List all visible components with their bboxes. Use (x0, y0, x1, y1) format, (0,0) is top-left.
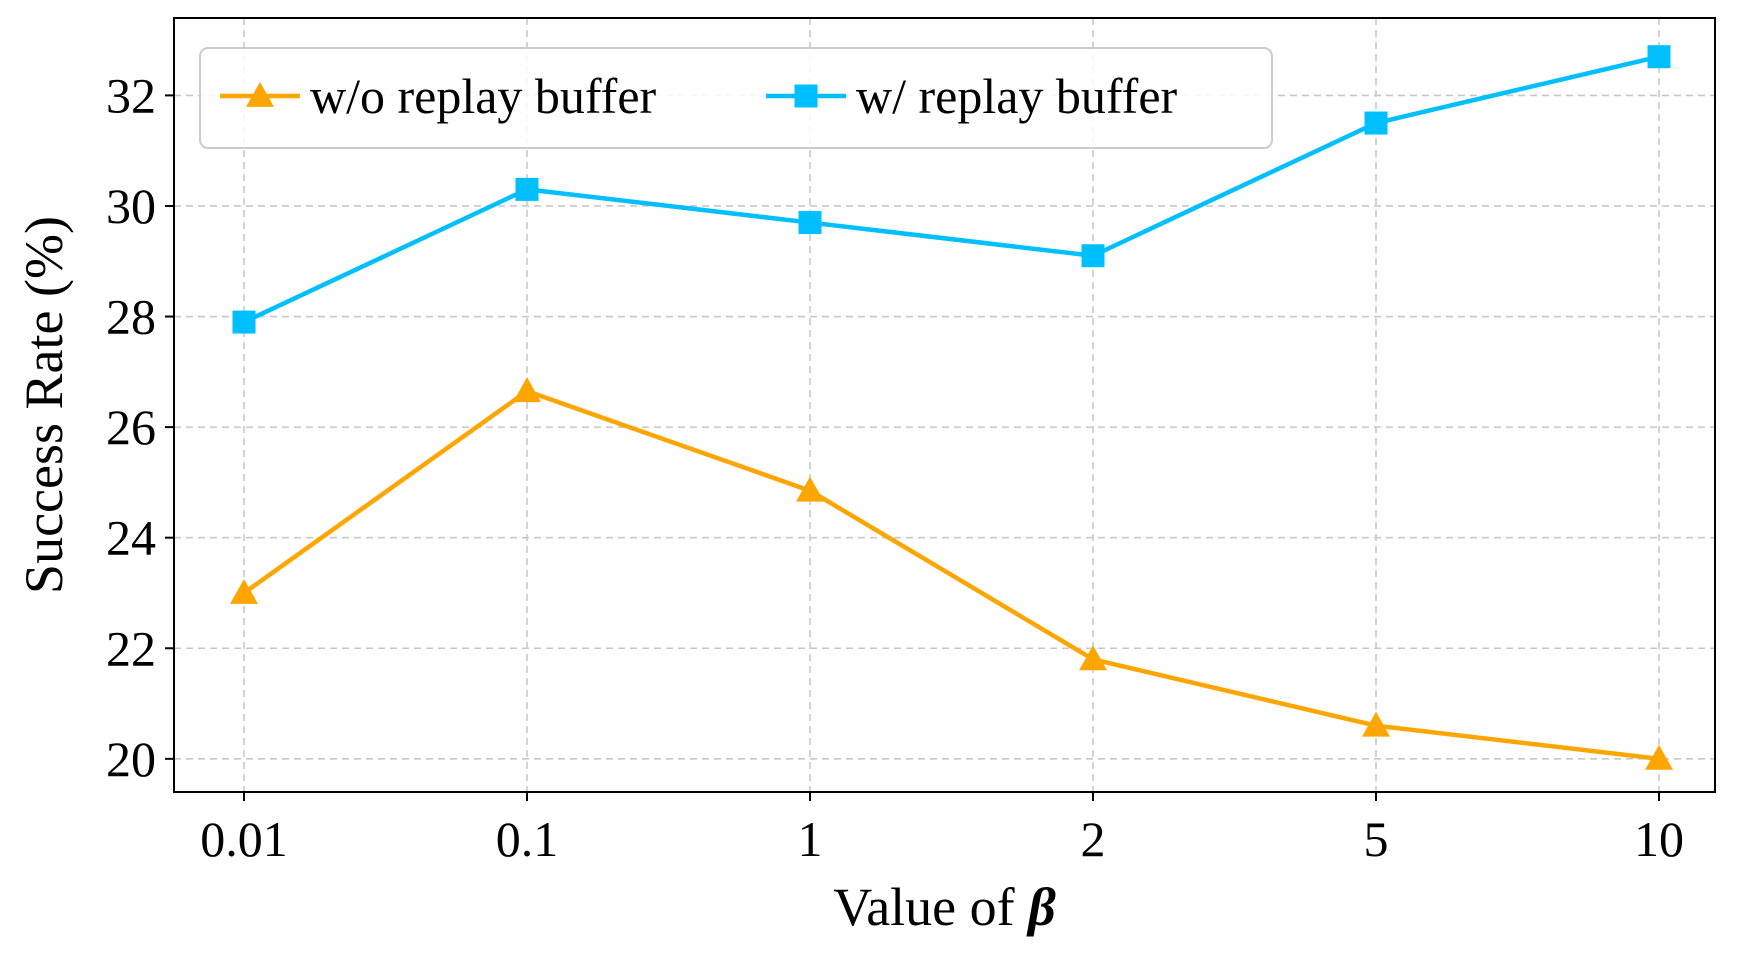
data-point-wo-replay (513, 377, 541, 403)
data-point-wo-replay (1079, 645, 1107, 671)
y-tick-label: 20 (106, 731, 156, 787)
data-point-w-replay (515, 177, 539, 201)
series-line-w-replay (243, 54, 1660, 325)
data-point-wo-replay (796, 476, 824, 502)
legend-marker (246, 82, 274, 107)
y-tick-label: 30 (106, 178, 156, 234)
legend-entry-wo-replay: w/o replay buffer (220, 68, 657, 124)
data-point-wo-replay (1362, 711, 1390, 737)
x-tick-label: 2 (1081, 811, 1106, 867)
y-tick-label: 32 (106, 67, 156, 123)
series-wo-replay (230, 377, 1673, 770)
y-tick-label: 22 (106, 620, 156, 676)
legend-entry-w-replay: w/ replay buffer (766, 68, 1178, 124)
series-layer (230, 45, 1673, 770)
data-point-wo-replay (1645, 744, 1673, 770)
data-point-w-replay (232, 310, 256, 334)
data-point-w-replay (1364, 111, 1388, 135)
x-axis-label-symbol: β (1026, 877, 1056, 937)
data-point-w-replay (798, 211, 822, 235)
y-tick-label: 24 (106, 510, 156, 566)
series-w-replay (232, 45, 1671, 334)
y-tick-label: 28 (106, 289, 156, 345)
legend-frame (199, 47, 1273, 149)
y-tick-label: 26 (106, 399, 156, 455)
x-axis-label-text: Value of (833, 877, 1028, 937)
y-axis-label: Success Rate (%) (14, 216, 74, 594)
data-point-w-replay (1081, 244, 1105, 268)
legend-marker (794, 84, 818, 108)
legend-label: w/ replay buffer (856, 68, 1178, 124)
series-line-wo-replay (242, 388, 1660, 762)
x-tick-label: 1 (798, 811, 823, 867)
y-axis-ticks: 20 22 24 26 28 30 32 (106, 67, 174, 787)
x-axis-ticks: 0.01 0.1 1 2 5 10 (200, 792, 1684, 867)
data-point-w-replay (1647, 45, 1671, 69)
data-point-wo-replay (230, 578, 258, 604)
x-tick-label: 5 (1364, 811, 1389, 867)
x-tick-label: 10 (1634, 811, 1684, 867)
x-tick-label: 0.01 (200, 811, 288, 867)
legend: w/o replay buffer w/ replay buffer (199, 47, 1273, 149)
x-tick-label: 0.1 (496, 811, 559, 867)
plot-frame (173, 17, 1716, 793)
legend-label: w/o replay buffer (310, 68, 657, 124)
x-axis-label: Value of β (833, 877, 1056, 937)
